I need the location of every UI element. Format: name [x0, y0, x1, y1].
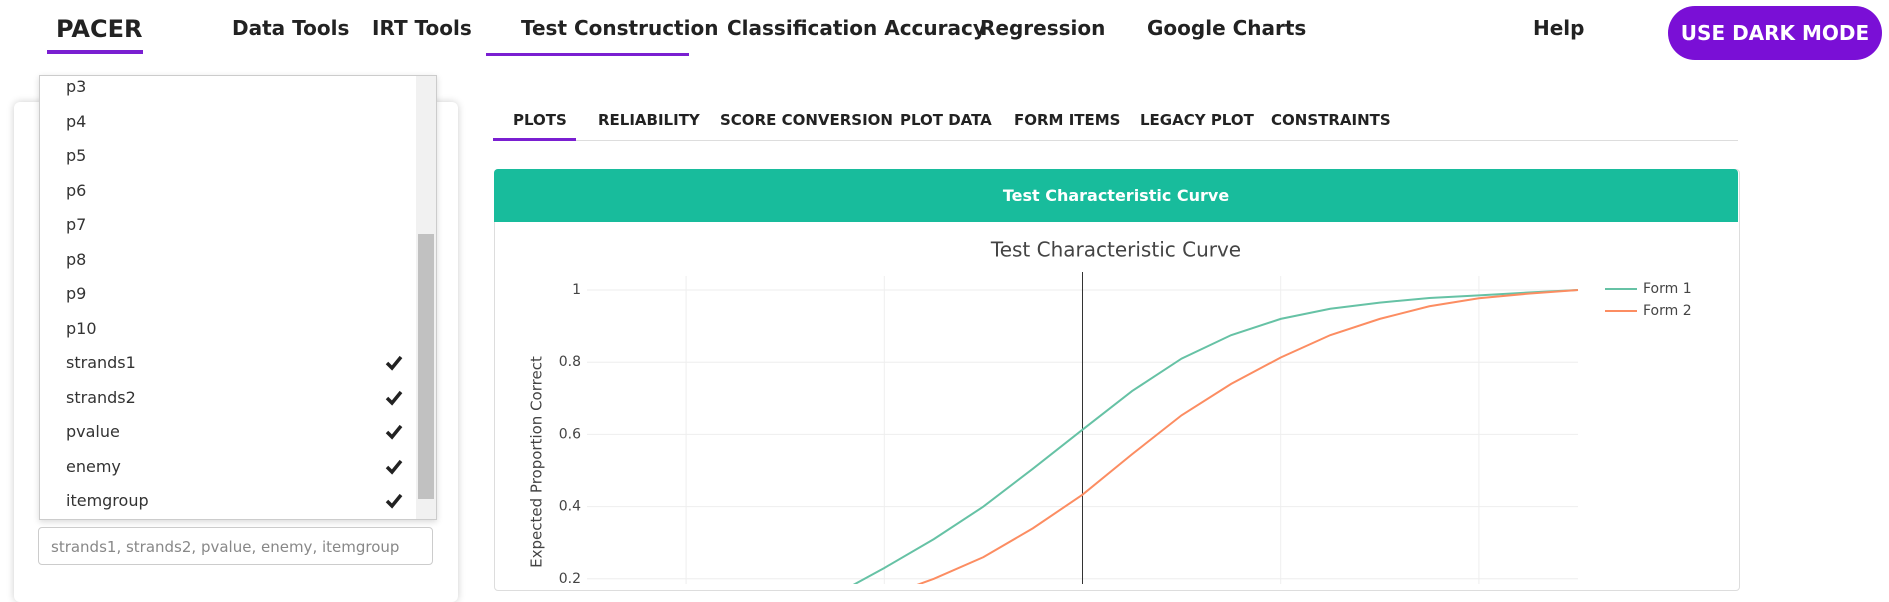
help-link[interactable]: Help	[1533, 16, 1585, 40]
y-axis-title: Expected Proportion Correct	[528, 356, 546, 568]
check-path	[385, 355, 403, 371]
tab[interactable]: PLOT DATA	[900, 111, 992, 129]
dropdown-item[interactable]: p10	[66, 318, 97, 338]
nav-item[interactable]: IRT Tools	[372, 16, 472, 40]
dropdown-item[interactable]: pvalue	[66, 422, 120, 441]
y-tick-label: 0.2	[559, 571, 581, 584]
check-icon	[385, 493, 403, 509]
tab-line	[493, 140, 1738, 141]
brand-underline	[47, 50, 143, 54]
tab[interactable]: CONSTRAINTS	[1271, 111, 1391, 129]
dark-mode-button[interactable]: USE DARK MODE	[1668, 6, 1882, 60]
scrollbar-thumb	[418, 234, 434, 499]
series-line	[916, 289, 1579, 584]
y-tick-label: 0.4	[559, 499, 581, 515]
chart: Test Characteristic Curve Expected Propo…	[528, 238, 1692, 584]
check-icon	[385, 424, 403, 440]
check-path	[385, 493, 403, 509]
dropdown-item[interactable]: p9	[66, 284, 87, 303]
check-icon	[385, 355, 403, 371]
chart-title: Test Characteristic Curve	[990, 238, 1241, 262]
legend-label: Form 1	[1643, 281, 1692, 297]
dropdown-item[interactable]: p4	[66, 111, 87, 131]
tab[interactable]: RELIABILITY	[598, 111, 700, 129]
select-box[interactable]: strands1, strands2, pvalue, enemy, itemg…	[38, 527, 433, 565]
check-path	[385, 424, 403, 440]
tab[interactable]: LEGACY PLOT	[1140, 111, 1254, 129]
tab[interactable]: SCORE CONVERSION	[720, 111, 893, 129]
y-tick-label: 1	[572, 282, 581, 298]
legend-label: Form 2	[1643, 303, 1692, 319]
dropdown-item[interactable]: p7	[66, 215, 87, 234]
dropdown-item[interactable]: p6	[66, 180, 87, 200]
dropdown-list: p3 p4 p5 p6 p7 p8 p9 p10 strands1 strands2 pvalue e…	[39, 75, 437, 520]
y-tick-label: 0.6	[559, 426, 581, 442]
check-path	[385, 459, 403, 475]
nav-item[interactable]: Regression	[980, 16, 1106, 40]
y-tick-label: 0.8	[559, 354, 581, 370]
tab[interactable]: PLOTS	[513, 111, 567, 129]
check-icon	[385, 390, 403, 406]
card-header-title: Test Characteristic Curve	[1002, 186, 1230, 205]
navbar	[0, 0, 1889, 70]
series-line	[852, 289, 1579, 584]
tab[interactable]: FORM ITEMS	[1014, 111, 1121, 129]
dropdown-item[interactable]: strands1	[66, 353, 136, 372]
nav-item[interactable]: Google Charts	[1147, 16, 1307, 40]
nav-item[interactable]: Classification Accuracy	[727, 16, 986, 40]
check-path	[385, 390, 403, 406]
nav-item[interactable]: Test Construction	[521, 16, 719, 40]
check-icon	[385, 459, 403, 475]
dropdown-item[interactable]: enemy	[66, 456, 121, 476]
dropdown-item[interactable]: strands2	[66, 387, 136, 407]
dropdown-item[interactable]: p5	[66, 146, 87, 165]
tab-underline	[493, 138, 576, 141]
dropdown-item[interactable]: p3	[66, 77, 87, 96]
dropdown-item[interactable]: itemgroup	[66, 491, 149, 510]
brand[interactable]: PACER	[56, 15, 143, 43]
active-underline	[486, 53, 689, 56]
card-header: Test Characteristic Curve	[494, 169, 1738, 222]
dropdown-item[interactable]: p8	[66, 249, 87, 269]
nav-item[interactable]: Data Tools	[232, 16, 350, 40]
